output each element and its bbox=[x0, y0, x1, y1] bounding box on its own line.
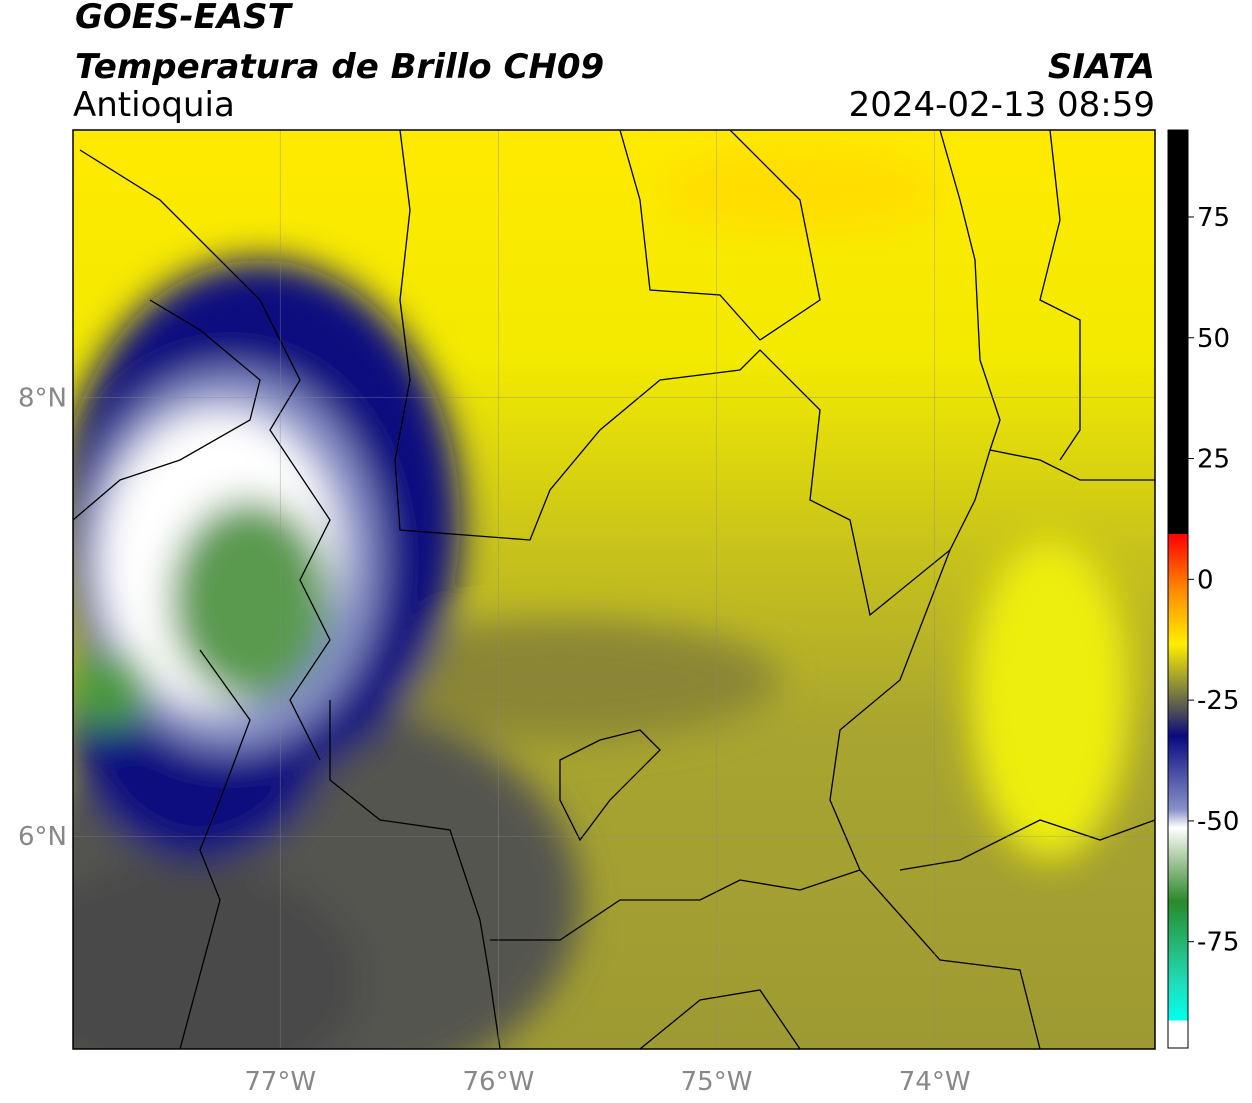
grid bbox=[73, 130, 1155, 1049]
colorbar-tick-label: -75 bbox=[1197, 928, 1239, 958]
product: Temperatura de Brillo CH09 bbox=[75, 47, 604, 87]
source: SIATA bbox=[1048, 47, 1155, 87]
datetime: 2024-02-13 08:59 bbox=[849, 85, 1155, 125]
colorbar-tick-label: 50 bbox=[1197, 324, 1230, 354]
colorbar-tick-label: 75 bbox=[1197, 203, 1230, 233]
map-frame bbox=[72, 129, 1156, 1050]
x-tick-label: 74°W bbox=[899, 1067, 971, 1097]
colorbar-tick-label: -25 bbox=[1197, 686, 1239, 716]
y-tick-label: 8°N bbox=[18, 384, 67, 414]
colorbar-tick-label: 0 bbox=[1197, 565, 1214, 595]
x-tick-label: 75°W bbox=[681, 1067, 753, 1097]
map-image bbox=[73, 130, 1155, 1049]
borders bbox=[73, 130, 1155, 1049]
colorbar-tick-label: -50 bbox=[1197, 807, 1239, 837]
satellite: GOES-EAST bbox=[75, 0, 294, 37]
y-tick-label: 6°N bbox=[18, 822, 67, 852]
x-tick-label: 76°W bbox=[462, 1067, 534, 1097]
header: GOES-EAST Temperatura de Brillo CH09 Ant… bbox=[73, 0, 1155, 125]
colorbar-tick-label: 25 bbox=[1197, 445, 1230, 475]
x-tick-label: 77°W bbox=[244, 1067, 316, 1097]
colorbar bbox=[1167, 129, 1189, 1049]
region: Antioquia bbox=[73, 85, 235, 125]
